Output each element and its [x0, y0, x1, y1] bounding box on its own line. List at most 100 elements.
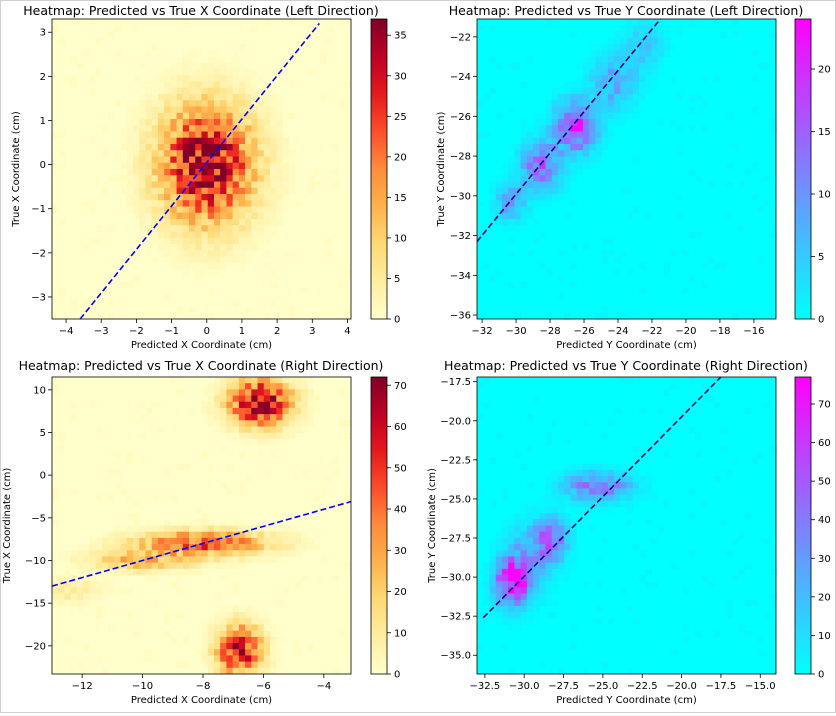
heatmap-cell	[220, 618, 227, 625]
heatmap-cell	[220, 194, 227, 201]
heatmap-cell	[257, 231, 265, 239]
heatmap-cell	[726, 605, 733, 613]
heatmap-cell	[626, 463, 634, 471]
heatmap-cell	[338, 420, 346, 427]
heatmap-cell	[601, 62, 609, 70]
heatmap-cell	[257, 194, 265, 201]
heatmap-cell	[70, 75, 78, 82]
heatmap-cell	[232, 377, 240, 384]
heatmap-cell	[589, 119, 596, 126]
heatmap-cell	[207, 94, 215, 101]
heatmap-cell	[620, 56, 627, 64]
heatmap-cell	[545, 100, 553, 107]
heatmap-cell	[145, 137, 153, 145]
heatmap-cell	[601, 44, 609, 51]
heatmap-cell	[270, 194, 277, 201]
heatmap-cell	[151, 75, 159, 82]
heatmap-cell	[508, 624, 515, 632]
heatmap-cell	[226, 636, 234, 644]
heatmap-cell	[257, 106, 265, 114]
x-tick-label: −32.5	[470, 681, 501, 692]
heatmap-cell	[251, 432, 258, 440]
heatmap-cell	[601, 250, 609, 257]
heatmap-cell	[132, 75, 140, 82]
heatmap-cell	[526, 414, 534, 421]
heatmap-cell	[526, 206, 534, 214]
heatmap-cell	[207, 106, 215, 114]
heatmap-cell	[157, 200, 165, 207]
heatmap-cell	[226, 187, 234, 195]
heatmap-cell	[501, 175, 509, 182]
heatmap-cell	[145, 537, 153, 545]
heatmap-cell	[238, 219, 246, 226]
heatmap-cell	[276, 544, 283, 551]
heatmap-cell	[263, 469, 271, 477]
heatmap-cell	[601, 506, 609, 514]
heatmap-cell	[114, 587, 121, 594]
heatmap-cell	[245, 75, 252, 82]
heatmap-cell	[226, 244, 234, 251]
heatmap-cell	[238, 395, 246, 403]
heatmap-cell	[595, 56, 602, 64]
heatmap-cell	[270, 175, 277, 182]
heatmap-cell	[83, 568, 90, 576]
heatmap-cell	[245, 244, 252, 251]
heatmap-cell	[164, 187, 171, 195]
heatmap-cell	[489, 568, 497, 576]
heatmap-cell	[557, 181, 565, 189]
heatmap-cell	[282, 112, 290, 120]
heatmap-cell	[232, 112, 240, 120]
heatmap-cell	[526, 513, 534, 520]
heatmap-cell	[757, 649, 764, 656]
x-tick-label: −16	[743, 326, 764, 337]
heatmap-cell	[176, 175, 184, 182]
heatmap-cell	[477, 581, 484, 588]
heatmap-cell	[526, 56, 534, 64]
heatmap-cell	[645, 87, 652, 95]
heatmap-cell	[232, 667, 240, 675]
heatmap-cell	[263, 312, 271, 320]
heatmap-cell	[189, 181, 196, 189]
colorbar-tick-label: 70	[818, 400, 831, 411]
heatmap-cell	[570, 531, 578, 539]
heatmap-cell	[508, 206, 515, 214]
heatmap-cell	[483, 593, 490, 601]
heatmap-cell	[189, 250, 196, 257]
heatmap-cell	[582, 494, 590, 502]
heatmap-cell	[189, 56, 196, 64]
heatmap-cell	[245, 432, 252, 440]
heatmap-cell	[213, 62, 221, 70]
heatmap-cell	[276, 550, 283, 557]
heatmap-cell	[257, 100, 265, 107]
heatmap-cell	[201, 649, 209, 656]
heatmap-cell	[545, 519, 553, 526]
heatmap-cell	[114, 150, 121, 157]
heatmap-cell	[539, 593, 546, 601]
heatmap-cell	[676, 212, 683, 220]
colorbar-tick-label: 15	[818, 127, 831, 138]
colorbar	[370, 18, 388, 320]
heatmap-cell	[744, 599, 752, 607]
heatmap-cell	[301, 537, 308, 545]
heatmap-cell	[582, 87, 590, 95]
heatmap-cell	[257, 219, 265, 226]
heatmap-cell	[763, 537, 771, 545]
heatmap-cell	[213, 231, 221, 239]
heatmap-cell	[164, 256, 171, 264]
heatmap-cell	[207, 144, 215, 151]
heatmap-cell	[626, 469, 634, 477]
heatmap-cell	[238, 544, 246, 551]
heatmap-cell	[120, 587, 128, 594]
heatmap-cell	[213, 401, 221, 409]
heatmap-cell	[201, 169, 209, 176]
heatmap-cell	[645, 37, 652, 45]
heatmap-cell	[526, 144, 534, 151]
heatmap-cell	[582, 506, 590, 514]
heatmap-cell	[601, 463, 609, 471]
heatmap-cell	[126, 137, 134, 145]
heatmap-cell	[238, 624, 246, 632]
heatmap-cell	[132, 544, 140, 551]
heatmap-cell	[582, 244, 590, 251]
heatmap-cell	[182, 100, 190, 107]
heatmap-cell	[220, 407, 227, 415]
